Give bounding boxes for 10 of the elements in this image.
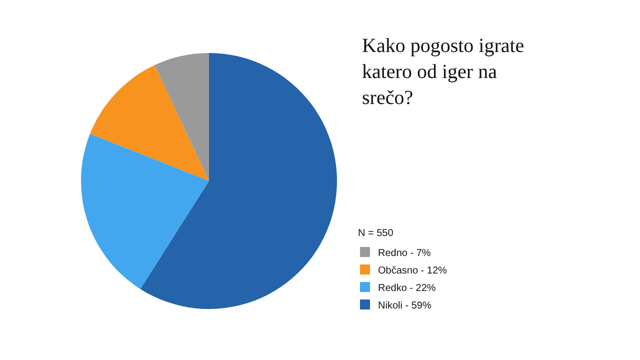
legend-title: N = 550 (358, 228, 394, 239)
pie-slice (154, 53, 209, 181)
pie-slice (81, 134, 209, 290)
pie-slice (140, 53, 337, 309)
legend-label: Nikoli - 59% (378, 300, 432, 312)
legend-label: Občasno - 12% (378, 266, 448, 276)
pie-slice (90, 65, 209, 181)
chart-title: Kako pogosto igrate katero od iger na srečo? (362, 35, 524, 109)
legend-label: Redno - 7% (378, 248, 431, 259)
legend-label: Redko - 22% (378, 283, 436, 294)
